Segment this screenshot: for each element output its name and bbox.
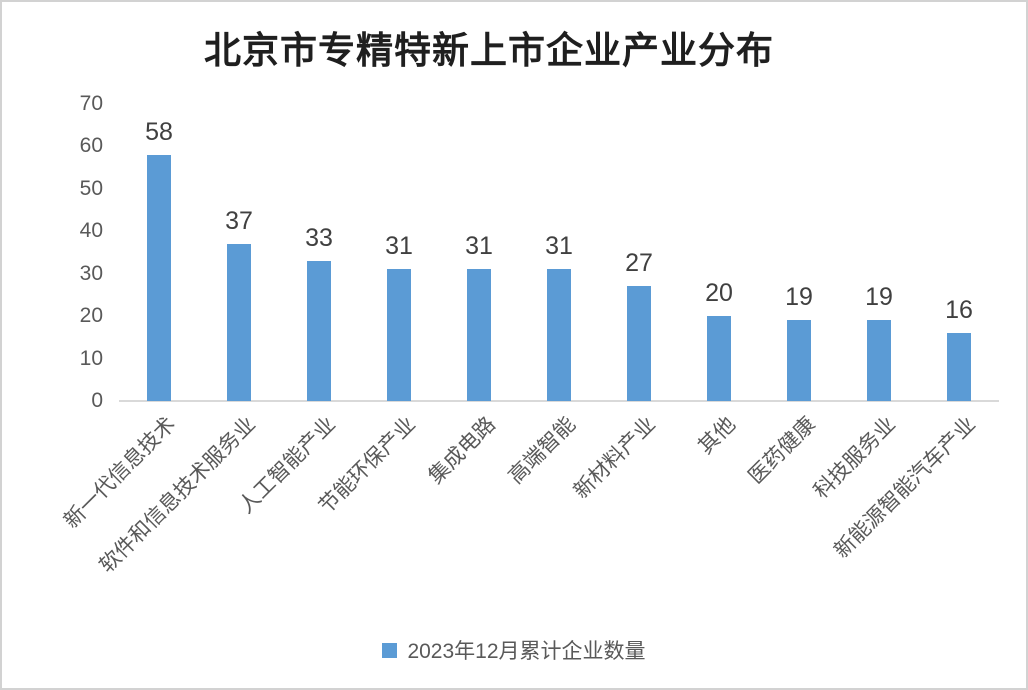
x-axis-line [119, 400, 999, 402]
x-category-label: 软件和信息技术服务业 [95, 412, 260, 578]
bar [387, 269, 411, 401]
x-category-label: 医药健康 [744, 412, 820, 489]
x-category-label: 新材料产业 [569, 412, 660, 504]
bar [947, 333, 971, 401]
y-tick-label: 30 [79, 261, 103, 285]
legend-swatch [382, 642, 398, 658]
y-tick-label: 60 [79, 134, 103, 158]
bar [627, 286, 651, 401]
x-category-label: 高端智能 [504, 412, 580, 489]
x-category-label: 新能源智能汽车产业 [830, 412, 980, 563]
y-tick-label: 20 [79, 304, 103, 328]
bar [227, 244, 251, 401]
bar [787, 320, 811, 401]
y-tick-label: 0 [91, 389, 103, 412]
bar-value-label: 31 [545, 232, 573, 261]
bar-value-label: 31 [465, 232, 493, 261]
legend-label: 2023年12月累计企业数量 [407, 640, 646, 663]
y-tick-label: 50 [79, 176, 103, 200]
x-category-label: 其他 [694, 412, 740, 459]
chart-title: 北京市专精特新上市企业产业分布 [204, 31, 774, 72]
legend: 2023年12月累计企业数量 [2, 637, 1026, 663]
bar [307, 260, 331, 401]
bar [867, 320, 891, 401]
y-tick-label: 70 [79, 92, 103, 115]
bar-value-label: 31 [385, 232, 413, 261]
bar [707, 316, 731, 401]
y-tick-label: 10 [79, 346, 103, 370]
bar-value-label: 19 [785, 283, 813, 312]
bar-value-label: 20 [705, 279, 733, 308]
bar-value-label: 16 [945, 296, 973, 325]
bar-value-label: 27 [625, 249, 653, 278]
bar [467, 269, 491, 401]
bar [547, 269, 571, 401]
x-category-label: 集成电路 [424, 412, 500, 489]
bar-value-label: 19 [865, 283, 893, 312]
bar-value-label: 33 [305, 223, 333, 252]
bar [147, 154, 171, 401]
y-tick-label: 40 [79, 219, 103, 243]
bar-value-label: 37 [225, 207, 253, 235]
bar-value-label: 58 [145, 117, 173, 146]
